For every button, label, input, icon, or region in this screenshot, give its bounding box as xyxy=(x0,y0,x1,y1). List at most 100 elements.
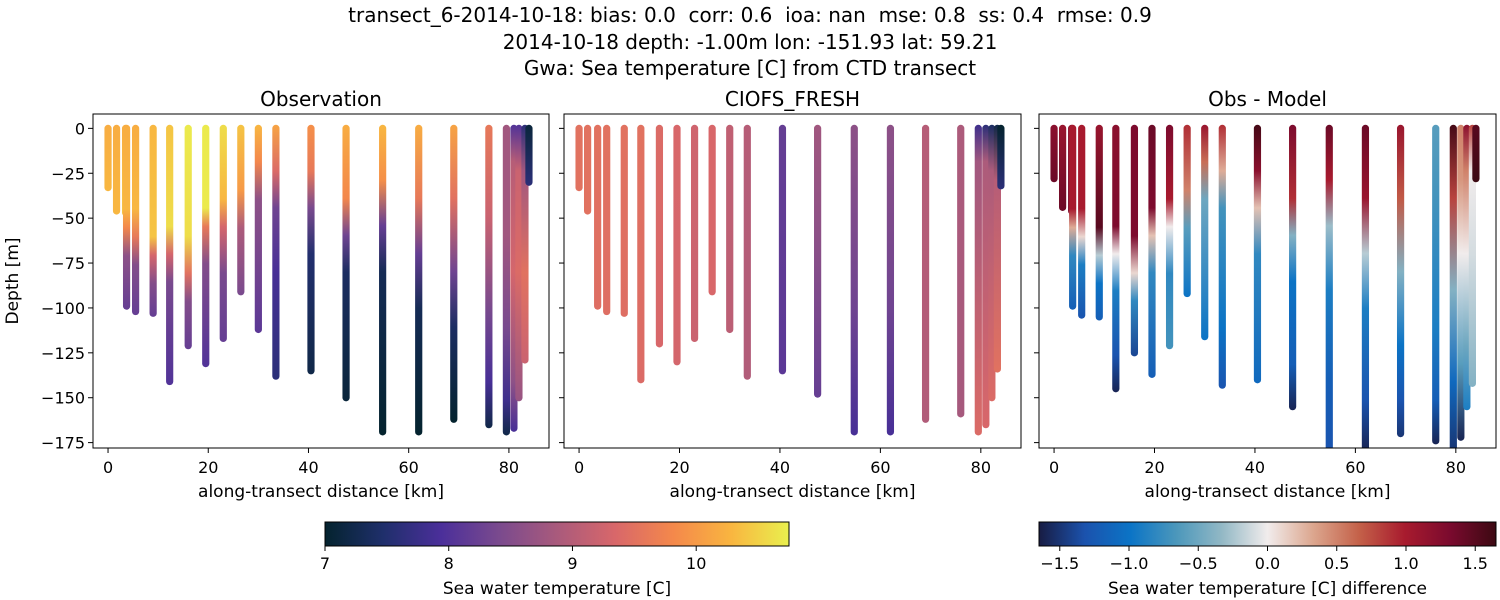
profile-cast xyxy=(1050,124,1058,183)
profiles xyxy=(575,124,1005,436)
profile-cast xyxy=(603,124,611,316)
profile-cast xyxy=(1361,124,1370,448)
colorbar-tick-label: 7 xyxy=(320,554,330,573)
profile-cast xyxy=(525,124,533,186)
colorbar-tick-label: 8 xyxy=(444,554,454,573)
colorbar-temperature: 7 8 9 10 Sea water temperature [C] xyxy=(320,521,790,599)
profile-cast xyxy=(307,124,315,375)
colorbar-difference: −1.5 −1.0 −0.5 0.0 0.5 1.0 1.5 Sea water temper… xyxy=(1038,521,1497,599)
profile-cast xyxy=(1472,124,1480,183)
panel-title: CIOFS_FRESH xyxy=(725,87,860,111)
profile-cast xyxy=(1165,124,1174,350)
profile-cast xyxy=(1457,124,1465,441)
colorbar-tick-label: 0.5 xyxy=(1324,554,1349,573)
profile-cast xyxy=(886,124,895,436)
colorbar-tick-label: −1.0 xyxy=(1110,554,1149,573)
panel-title: Observation xyxy=(260,87,382,111)
profiles xyxy=(104,124,533,436)
profile-cast xyxy=(637,124,645,384)
plot-frame xyxy=(1038,113,1497,449)
profile-cast xyxy=(166,124,174,386)
profile-cast xyxy=(342,124,350,402)
profile-cast xyxy=(850,124,858,436)
profile-cast xyxy=(1095,124,1103,321)
profile-cast xyxy=(272,124,280,380)
profile-cast xyxy=(1078,124,1086,319)
profile-cast xyxy=(122,124,131,310)
profile-cast xyxy=(184,124,192,350)
profile-cast xyxy=(575,124,583,192)
profile-cast xyxy=(1468,124,1476,387)
y-axis-label: Depth [m] xyxy=(3,237,23,324)
x-tick-label: 0 xyxy=(574,458,584,477)
figure-title-line-1: transect_6-2014-10-18: bias: 0.0 corr: 0… xyxy=(348,3,1152,27)
x-axis-label: along-transect distance [km] xyxy=(198,482,444,502)
y-tick-label: −50 xyxy=(51,209,85,228)
y-tick-label: −100 xyxy=(41,299,85,318)
y-tick-label: −125 xyxy=(41,344,85,363)
profile-cast xyxy=(1201,124,1209,341)
colorbar-tick-label: −0.5 xyxy=(1179,554,1218,573)
colorbar-label: Sea water temperature [C] xyxy=(443,579,671,599)
y-tick-label: −25 xyxy=(51,164,85,183)
profile-cast xyxy=(1325,124,1333,448)
colorbar-tick-label: 10 xyxy=(686,554,706,573)
y-tick-label: −175 xyxy=(41,434,85,453)
x-tick-label: 40 xyxy=(770,458,790,477)
profile-cast xyxy=(219,124,227,343)
profile-cast xyxy=(502,124,511,436)
colorbar-tick-label: 1.5 xyxy=(1463,554,1488,573)
profile-cast xyxy=(112,124,121,215)
x-tick-label: 60 xyxy=(870,458,890,477)
plot-frame xyxy=(563,113,1022,449)
profile-cast xyxy=(778,124,787,375)
profile-cast xyxy=(1396,124,1405,438)
profile-cast xyxy=(1449,124,1457,448)
profile-cast xyxy=(957,124,965,418)
profile-cast xyxy=(708,124,716,296)
colorbar-strip xyxy=(1038,521,1497,547)
profile-cast xyxy=(104,124,112,192)
profiles xyxy=(1050,124,1480,448)
profile-cast xyxy=(149,124,157,317)
x-tick-label: 80 xyxy=(1446,458,1466,477)
x-tick-label: 80 xyxy=(971,458,991,477)
x-tick-label: 40 xyxy=(1245,458,1265,477)
y-tick-label: −150 xyxy=(41,389,85,408)
panel-1: 0 20 40 60 80 0 −25 −50 −75 −100 −125 −150 −175 Obser… xyxy=(3,87,550,502)
y-tick-label: −75 xyxy=(51,254,85,273)
x-tick-label: 0 xyxy=(1049,458,1059,477)
profile-cast xyxy=(515,124,523,402)
figure-title-line-2: 2014-10-18 depth: -1.00m lon: -151.93 la… xyxy=(502,30,998,54)
figure-title-line-3: Gwa: Sea temperature [C] from CTD transe… xyxy=(523,56,977,80)
panels: 0 20 40 60 80 0 −25 −50 −75 −100 −125 −150 −175 Obser… xyxy=(3,87,1497,502)
profile-cast xyxy=(202,124,210,368)
x-tick-label: 60 xyxy=(399,458,419,477)
profile-cast xyxy=(1112,124,1120,393)
y-tick-label: 0 xyxy=(75,119,85,138)
x-tick-label: 20 xyxy=(198,458,218,477)
panel-title: Obs - Model xyxy=(1208,87,1327,111)
profile-cast xyxy=(988,124,996,402)
x-axis-label: along-transect distance [km] xyxy=(1145,482,1391,502)
profile-cast xyxy=(1148,124,1156,378)
profile-cast xyxy=(1463,124,1471,411)
colorbars: 7 8 9 10 Sea water temperature [C] −1.5 −1.0 −0… xyxy=(320,521,1497,599)
profile-cast xyxy=(655,124,664,348)
x-tick-label: 60 xyxy=(1345,458,1365,477)
panel-3: 0 20 40 60 80 Obs - Model along-transect dista… xyxy=(1034,87,1497,502)
profile-cast xyxy=(415,124,423,436)
x-tick-label: 20 xyxy=(1144,458,1164,477)
x-tick-label: 0 xyxy=(103,458,113,477)
profile-cast xyxy=(1432,124,1440,445)
profile-cast xyxy=(726,124,734,334)
profile-cast xyxy=(743,124,751,380)
profile-cast xyxy=(450,124,458,423)
x-tick-label: 80 xyxy=(499,458,519,477)
profile-cast xyxy=(1130,124,1139,357)
colorbar-tick-label: −1.5 xyxy=(1040,554,1079,573)
profile-cast xyxy=(1069,124,1077,310)
panel-2: 0 20 40 60 80 CIOFS_FRESH along-transect dista… xyxy=(559,87,1022,502)
profile-cast xyxy=(690,124,699,343)
